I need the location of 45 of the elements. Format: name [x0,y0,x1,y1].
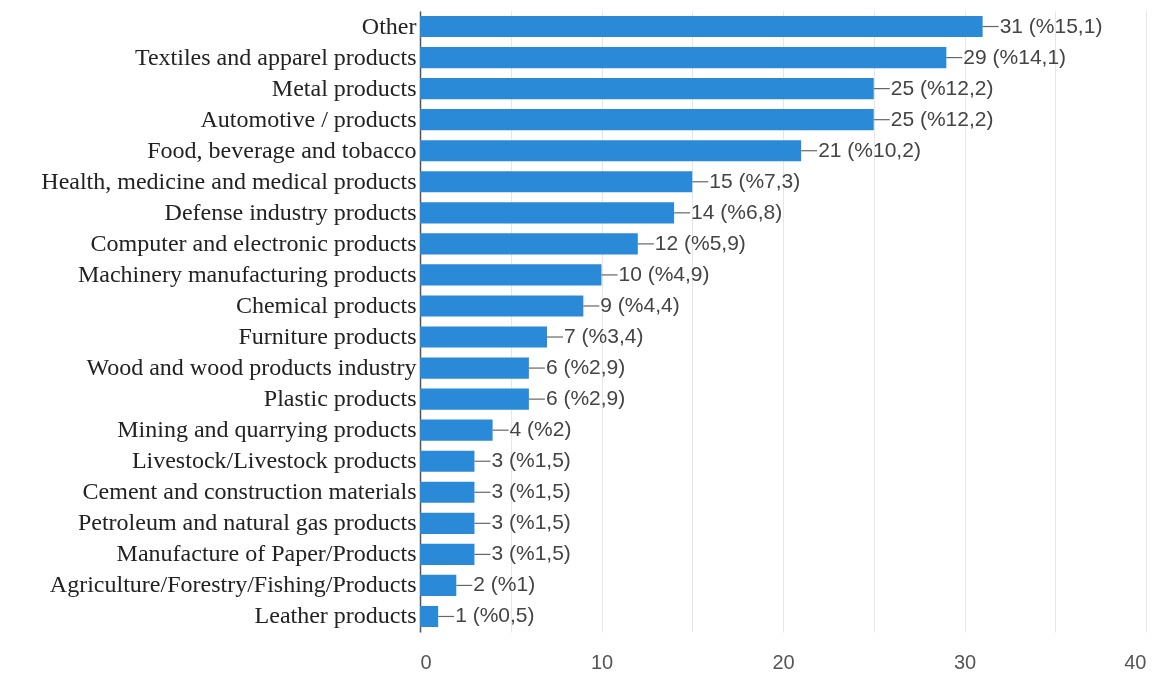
y-tick-label: Automotive / products [200,105,417,132]
data-label: 12 (%5,9) [654,230,746,254]
y-tick-label: Livestock/Livestock products [131,447,417,474]
y-tick-label: Chemical products [235,291,417,318]
x-tick-label: 20 [772,650,795,673]
y-tick-label: Wood and wood products industry [86,354,417,381]
data-label: 3 (%1,5) [491,479,571,503]
data-label: 1 (%0,5) [455,603,535,627]
data-label: 31 (%15,1) [999,13,1103,37]
data-label: 21 (%10,2) [818,137,921,161]
y-tick-label: Metal products [271,74,417,101]
data-label: 29 (%14,1) [963,44,1067,68]
data-label: 15 (%7,3) [709,168,801,192]
y-tick-label: Petroleum and natural gas products [77,509,417,536]
data-label: 6 (%2,9) [545,355,626,379]
data-label: 2 (%1) [473,572,536,596]
y-tick-label: Agriculture/Forestry/Fishing/Products [49,571,417,598]
data-label: 3 (%1,5) [491,448,571,472]
y-tick-label: Other [361,12,417,39]
y-tick-label: Food, beverage and tobacco [147,136,417,163]
y-tick-label: Mining and quarrying products [117,416,417,443]
data-label: 14 (%6,8) [691,199,783,223]
x-tick-label: 10 [590,650,614,673]
y-tick-label: Computer and electronic products [90,229,417,256]
y-tick-label: Leather products [254,602,417,629]
data-label: 7 (%3,4) [564,324,644,348]
data-label: 25 (%12,2) [890,106,994,130]
data-label: 25 (%12,2) [890,75,994,99]
data-label: 6 (%2,9) [545,386,626,410]
x-tick-label: 30 [953,650,977,673]
x-tick-label: 40 [1124,650,1147,673]
data-label: 10 (%4,9) [618,261,710,285]
y-tick-label: Defense industry products [164,198,417,225]
data-label: 4 (%2) [509,417,572,441]
data-label: 9 (%4,4) [600,292,680,316]
y-tick-label: Furniture products [238,323,417,350]
y-tick-label: Textiles and apparel products [134,43,417,70]
x-tick-label: 0 [420,650,432,673]
data-label: 3 (%1,5) [491,510,571,534]
y-tick-label: Cement and construction materials [82,478,417,505]
y-tick-label: Manufacture of Paper/Products [116,540,417,567]
data-label: 3 (%1,5) [491,541,571,565]
y-tick-label: Health, medicine and medical products [41,167,417,194]
y-tick-label: Plastic products [263,385,417,412]
y-tick-label: Machinery manufacturing products [77,260,417,287]
